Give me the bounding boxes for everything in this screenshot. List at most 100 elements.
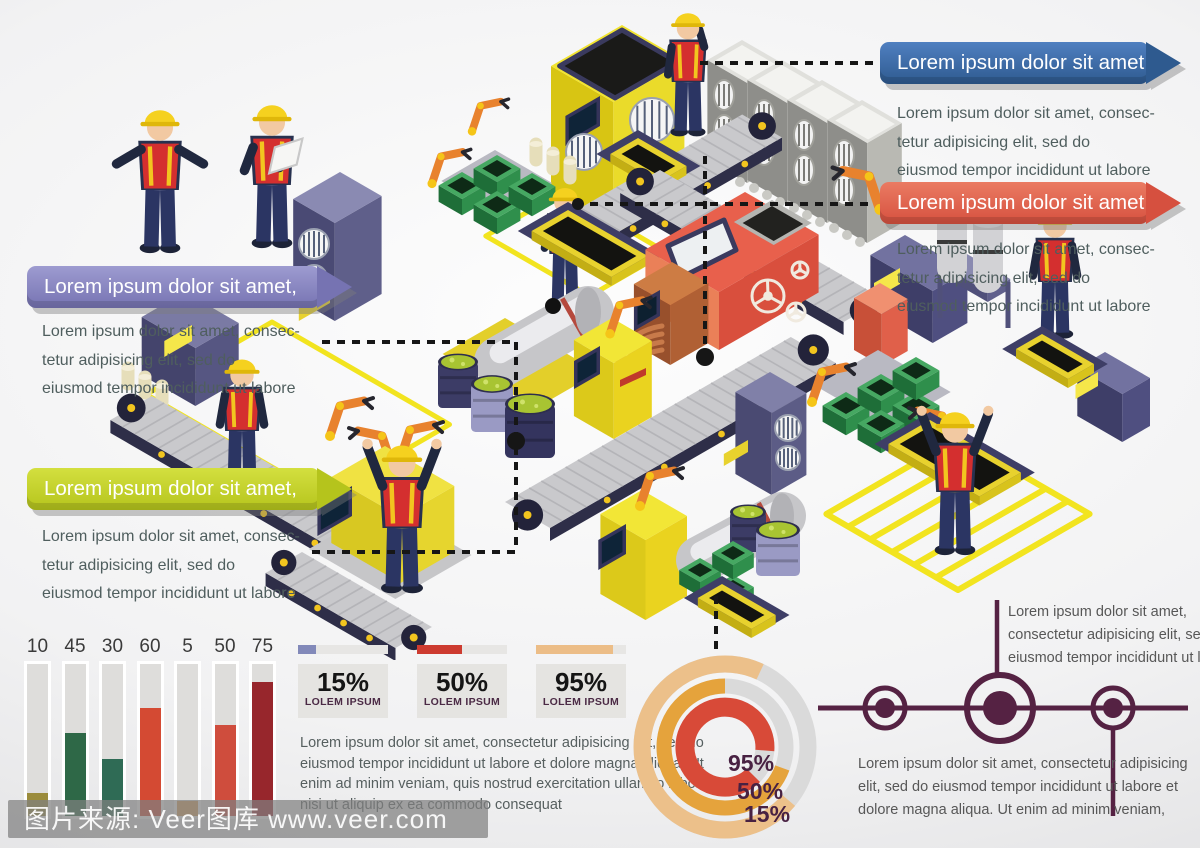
callout-green-body: Lorem ipsum dolor sit amet, consec- tetu…: [42, 523, 320, 609]
stat-percent: 15%: [316, 667, 370, 697]
callout-body-line: tetur adipisicing elit, sed do: [42, 556, 235, 574]
factory-worker: [239, 105, 304, 249]
donut-label-middle: 50%: [737, 778, 784, 804]
factory-illustration: [110, 13, 1150, 660]
callout-body-line: tetur adipisicing elit, sed do: [42, 351, 235, 369]
bar-fill: [64, 733, 86, 816]
watermark-bar: 图片来源: Veer图库 www.veer.com: [8, 800, 488, 838]
bar-column: 60: [136, 636, 164, 819]
callout-body-line: Lorem ipsum dolor sit amet, consec-: [42, 323, 300, 340]
callout-body-line: tetur adipisicing elit, sed do: [897, 269, 1090, 287]
stat-card: 95% LOLEM IPSUM: [536, 645, 626, 718]
bar-track: [174, 661, 201, 819]
robot-arm: [427, 147, 473, 189]
stat-caption: LOLEM IPSUM: [304, 696, 382, 708]
stat-caption: LOLEM IPSUM: [423, 696, 501, 708]
bar-fill: [252, 682, 273, 816]
bar-track: [211, 661, 239, 819]
bar-track: [61, 661, 89, 819]
robot-arm: [605, 295, 653, 339]
callout-red-title: Lorem ipsum dolor sit amet,: [897, 191, 1150, 214]
stat-progress-fill: [298, 645, 316, 654]
callout-blue: Lorem ipsum dolor sit amet, Lorem ipsum …: [880, 42, 1155, 186]
callout-body-line: eiusmod tempor incididunt ut labore: [897, 162, 1151, 179]
callout-body-line: eiusmod tempor incididunt ut labore: [42, 380, 296, 397]
bar-fill: [139, 708, 161, 816]
bar-value-label: 45: [64, 636, 86, 657]
plane-text-line: Lorem ipsum dolor sit amet,: [1008, 604, 1187, 620]
factory-worker: [916, 405, 994, 556]
bar-track: [24, 661, 51, 819]
plane-text-line: Lorem ipsum dolor sit amet, consectetur …: [858, 756, 1188, 772]
robot-arm: [325, 396, 375, 441]
callout-green-banner[interactable]: Lorem ipsum dolor sit amet,: [27, 468, 320, 510]
bar-column: 45: [61, 636, 89, 819]
callout-blue-body: Lorem ipsum dolor sit amet, consec- tetu…: [897, 100, 1155, 186]
bar-value-label: 60: [139, 636, 161, 657]
callout-blue-banner[interactable]: Lorem ipsum dolor sit amet,: [880, 42, 1150, 84]
stat-percent: 50%: [435, 667, 489, 697]
callout-blue-title: Lorem ipsum dolor sit amet,: [897, 51, 1150, 74]
stat-card-box: 50% LOLEM IPSUM: [417, 664, 507, 718]
bar-track: [99, 661, 126, 819]
bar-track: [136, 661, 164, 819]
bar-value-label: 5: [182, 636, 193, 657]
callout-red-banner[interactable]: Lorem ipsum dolor sit amet,: [880, 182, 1150, 224]
bar-value-label: 50: [214, 636, 236, 657]
stat-progress-track: [298, 645, 388, 654]
bar-column: 75: [249, 636, 276, 819]
robot-arm: [467, 97, 511, 136]
bar-fill: [214, 725, 236, 816]
stat-percent: 95%: [554, 667, 608, 697]
callout-green-title: Lorem ipsum dolor sit amet,: [44, 477, 297, 500]
callout-purple-banner[interactable]: Lorem ipsum dolor sit amet,: [27, 266, 320, 308]
stat-card: 50% LOLEM IPSUM: [417, 645, 507, 718]
bar-value-label: 10: [26, 636, 49, 657]
stat-progress-track: [536, 645, 626, 654]
stat-progress-fill: [536, 645, 613, 654]
plane-top-text: Lorem ipsum dolor sit amet, consectetur …: [1008, 601, 1200, 670]
bar-value-label: 75: [251, 636, 274, 657]
factory-worker: [663, 13, 709, 137]
stat-caption: LOLEM IPSUM: [542, 696, 620, 708]
donut-label-outer: 15%: [744, 801, 791, 827]
callout-red: Lorem ipsum dolor sit amet, Lorem ipsum …: [880, 182, 1155, 322]
bar-column: 50: [211, 636, 239, 819]
callout-body-line: Lorem ipsum dolor sit amet, consec-: [897, 241, 1155, 258]
bar-column: 5: [174, 636, 201, 819]
stat-card: 15% LOLEM IPSUM: [298, 645, 388, 718]
paragraph-line: enim ad minim veniam, quis nostrud exerc…: [300, 776, 712, 793]
robot-arm: [635, 466, 685, 511]
plane-text-line: dolore magna aliqua. Ut enim ad minim ve…: [858, 802, 1166, 818]
stat-progress-track: [417, 645, 507, 654]
callout-body-line: eiusmod tempor incididunt ut labore: [42, 585, 296, 602]
factory-worker: [111, 110, 209, 254]
bar-column: 30: [99, 636, 126, 819]
donut-chart: [633, 655, 817, 839]
callout-green: Lorem ipsum dolor sit amet, Lorem ipsum …: [27, 468, 320, 609]
callout-purple: Lorem ipsum dolor sit amet, Lorem ipsum …: [27, 266, 320, 404]
plane-text-line: eiusmod tempor incididunt ut labore: [1008, 650, 1200, 666]
stat-cards-row: 15% LOLEM IPSUM 50% LOLEM IPSUM 95% LOLEM IPS…: [298, 645, 638, 725]
plane-text-line: consectetur adipisicing elit, sed do: [1008, 627, 1200, 643]
callout-purple-title: Lorem ipsum dolor sit amet,: [44, 275, 297, 298]
paragraph-line: eiusmod tempor incididunt ut labore et d…: [300, 755, 704, 772]
stat-progress-fill: [417, 645, 462, 654]
plane-text-line: elit, sed do eiusmod tempor incididunt u…: [858, 779, 1178, 795]
paragraph-line: Lorem ipsum dolor sit amet, consectetur …: [300, 735, 704, 751]
callout-body-line: Lorem ipsum dolor sit amet, consec-: [42, 528, 300, 545]
bar-value-label: 30: [101, 636, 124, 657]
watermark-text: 图片来源: Veer图库 www.veer.com: [24, 804, 448, 834]
donut-label-inner: 95%: [728, 750, 775, 776]
bar-column: 10: [24, 636, 51, 819]
robot-arm: [807, 362, 857, 407]
factory-worker: [362, 438, 442, 594]
bar-chart: 10 45 30 60 5 50 75: [14, 636, 292, 848]
bar-track: [249, 661, 276, 819]
callout-red-body: Lorem ipsum dolor sit amet, consec- tetu…: [897, 236, 1155, 322]
plane-bottom-text: Lorem ipsum dolor sit amet, consectetur …: [858, 753, 1188, 822]
callout-purple-body: Lorem ipsum dolor sit amet, consec- tetu…: [42, 318, 320, 404]
callout-body-line: tetur adipisicing elit, sed do: [897, 133, 1090, 151]
callout-body-line: eiusmod tempor incididunt ut labore: [897, 298, 1151, 315]
